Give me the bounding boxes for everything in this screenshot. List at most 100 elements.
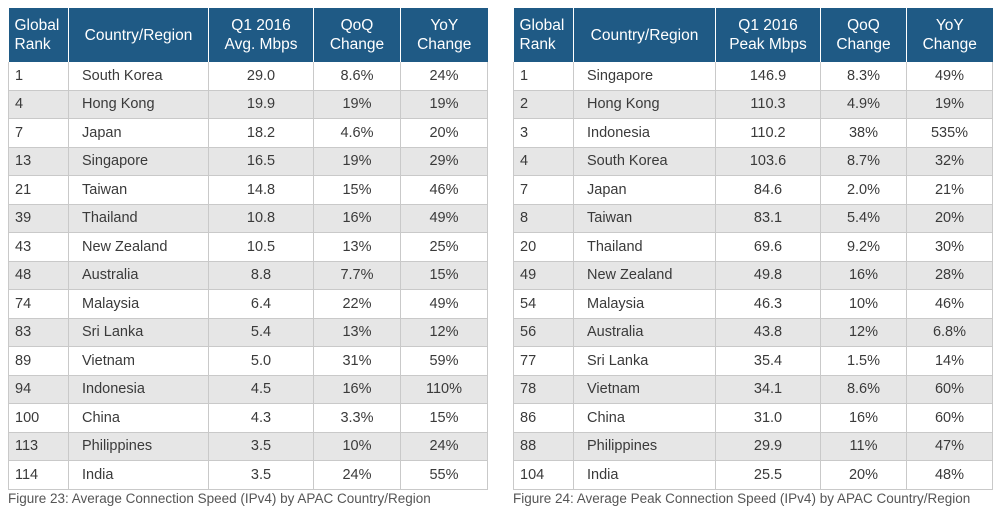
speed-cell: 10.5 (208, 232, 314, 262)
qoq-change-cell: 10% (820, 289, 907, 319)
table-row: 94 Indonesia 4.5 16% 110% (8, 375, 488, 404)
country-cell: Japan (68, 118, 209, 148)
table-row: 114 India 3.5 24% 55% (8, 460, 488, 490)
yoy-change-cell: 46% (906, 289, 993, 319)
qoq-change-cell: 16% (820, 403, 907, 433)
col-header-qoq: QoQ Change (313, 8, 401, 62)
qoq-change-cell: 38% (820, 118, 907, 148)
figure-23-caption: Figure 23: Average Connection Speed (IPv… (8, 491, 431, 506)
speed-cell: 84.6 (715, 175, 821, 205)
country-cell: Taiwan (573, 204, 716, 233)
yoy-change-cell: 20% (400, 118, 488, 148)
country-cell: Indonesia (573, 118, 716, 148)
col-header-country: Country/Region (68, 8, 209, 62)
country-cell: South Korea (573, 147, 716, 176)
global-rank-cell: 94 (8, 375, 69, 404)
speed-cell: 31.0 (715, 403, 821, 433)
qoq-change-cell: 9.2% (820, 232, 907, 262)
qoq-change-cell: 10% (313, 432, 401, 461)
yoy-change-cell: 19% (400, 90, 488, 119)
speed-cell: 5.0 (208, 346, 314, 376)
table-row: 2 Hong Kong 110.3 4.9% 19% (513, 90, 993, 119)
country-cell: Malaysia (573, 289, 716, 319)
yoy-change-cell: 15% (400, 403, 488, 433)
global-rank-cell: 21 (8, 175, 69, 205)
yoy-change-cell: 47% (906, 432, 993, 461)
table-row: 1 Singapore 146.9 8.3% 49% (513, 62, 993, 91)
speed-cell: 110.3 (715, 90, 821, 119)
yoy-change-cell: 49% (906, 62, 993, 91)
table-row: 104 India 25.5 20% 48% (513, 460, 993, 490)
yoy-change-cell: 20% (906, 204, 993, 233)
qoq-change-cell: 15% (313, 175, 401, 205)
yoy-change-cell: 19% (906, 90, 993, 119)
country-cell: China (68, 403, 209, 433)
country-cell: Taiwan (68, 175, 209, 205)
table-row: 74 Malaysia 6.4 22% 49% (8, 289, 488, 319)
country-cell: Singapore (573, 62, 716, 91)
qoq-change-cell: 8.6% (820, 375, 907, 404)
table-row: 54 Malaysia 46.3 10% 46% (513, 289, 993, 319)
yoy-change-cell: 55% (400, 460, 488, 490)
global-rank-cell: 1 (513, 62, 574, 91)
global-rank-cell: 7 (8, 118, 69, 148)
global-rank-cell: 100 (8, 403, 69, 433)
qoq-change-cell: 3.3% (313, 403, 401, 433)
figure-23-panel: Global Rank Country/Region Q1 2016 Avg. Mb… (8, 8, 488, 490)
yoy-change-cell: 48% (906, 460, 993, 490)
global-rank-cell: 1 (8, 62, 69, 91)
qoq-change-cell: 13% (313, 318, 401, 347)
country-cell: Japan (573, 175, 716, 205)
country-cell: Thailand (573, 232, 716, 262)
col-header-global-rank: Global Rank (8, 8, 69, 62)
col-header-country: Country/Region (573, 8, 716, 62)
yoy-change-cell: 15% (400, 261, 488, 290)
global-rank-cell: 83 (8, 318, 69, 347)
yoy-change-cell: 60% (906, 375, 993, 404)
country-cell: Hong Kong (68, 90, 209, 119)
speed-cell: 46.3 (715, 289, 821, 319)
speed-cell: 34.1 (715, 375, 821, 404)
country-cell: India (573, 460, 716, 490)
global-rank-cell: 56 (513, 318, 574, 347)
country-cell: Singapore (68, 147, 209, 176)
country-cell: Indonesia (68, 375, 209, 404)
qoq-change-cell: 19% (313, 147, 401, 176)
qoq-change-cell: 16% (313, 375, 401, 404)
col-header-avg-mbps: Q1 2016 Avg. Mbps (208, 8, 314, 62)
country-cell: New Zealand (68, 232, 209, 262)
global-rank-cell: 13 (8, 147, 69, 176)
global-rank-cell: 113 (8, 432, 69, 461)
country-cell: Sri Lanka (68, 318, 209, 347)
avg-speed-table: Global Rank Country/Region Q1 2016 Avg. Mb… (8, 8, 488, 490)
qoq-change-cell: 12% (820, 318, 907, 347)
table-row: 21 Taiwan 14.8 15% 46% (8, 175, 488, 205)
table-row: 88 Philippines 29.9 11% 47% (513, 432, 993, 461)
global-rank-cell: 74 (8, 289, 69, 319)
global-rank-cell: 7 (513, 175, 574, 205)
table-row: 3 Indonesia 110.2 38% 535% (513, 118, 993, 148)
global-rank-cell: 54 (513, 289, 574, 319)
yoy-change-cell: 24% (400, 62, 488, 91)
global-rank-cell: 78 (513, 375, 574, 404)
figure-24-panel: Global Rank Country/Region Q1 2016 Peak Mb… (513, 8, 993, 490)
global-rank-cell: 48 (8, 261, 69, 290)
qoq-change-cell: 8.6% (313, 62, 401, 91)
country-cell: China (573, 403, 716, 433)
figure-24-caption: Figure 24: Average Peak Connection Speed… (513, 491, 971, 506)
global-rank-cell: 89 (8, 346, 69, 376)
col-header-yoy: YoY Change (906, 8, 993, 62)
table-row: 1 South Korea 29.0 8.6% 24% (8, 62, 488, 91)
yoy-change-cell: 59% (400, 346, 488, 376)
global-rank-cell: 2 (513, 90, 574, 119)
yoy-change-cell: 535% (906, 118, 993, 148)
yoy-change-cell: 21% (906, 175, 993, 205)
table-row: 113 Philippines 3.5 10% 24% (8, 432, 488, 461)
country-cell: Vietnam (573, 375, 716, 404)
country-cell: Vietnam (68, 346, 209, 376)
country-cell: South Korea (68, 62, 209, 91)
global-rank-cell: 88 (513, 432, 574, 461)
table-row: 7 Japan 18.2 4.6% 20% (8, 118, 488, 148)
col-header-qoq: QoQ Change (820, 8, 907, 62)
speed-cell: 35.4 (715, 346, 821, 376)
